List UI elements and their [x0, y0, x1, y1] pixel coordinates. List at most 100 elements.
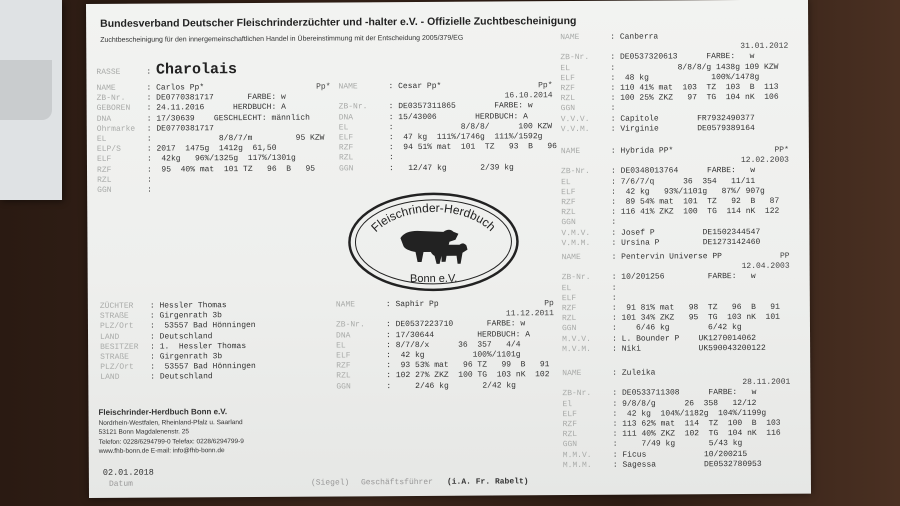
field-value: : 93 53% mat 96 TZ 99 B 91 [386, 360, 550, 371]
field-value: : 95 40% mat 101 TZ 96 B 95 [146, 164, 316, 175]
birth-date: 12.04.2003 [741, 261, 790, 272]
cattle-icon [400, 229, 468, 264]
background-paper-fold [0, 60, 52, 120]
field-label: El [562, 399, 573, 409]
field-label: PLZ/Ort [100, 362, 134, 373]
field-value: : DE0533711308 FARBE: w [612, 388, 757, 399]
sire-block: NAME: Cesar Pp* Pp* 16.10.2014 ZB-Nr.: DE03… [338, 81, 556, 174]
field-label: RZF [96, 165, 112, 175]
field-label: RZL [97, 175, 112, 185]
field-value: : Ficus 10/200215 [612, 449, 748, 460]
animal-name: : Carlos Pp* [146, 83, 205, 93]
field-value: : Girgenrath 3b [149, 311, 222, 321]
field-label: RZF [338, 143, 354, 153]
field-value: : [147, 185, 152, 195]
field-label: ELF [560, 73, 575, 83]
field-value: : 17/30644 HERDBUCH: A [386, 329, 531, 340]
field-value: : Sagessa DE0532780953 [612, 459, 762, 470]
birth-date: 31.01.2012 [740, 41, 789, 52]
field-label: RZL [561, 314, 577, 324]
herdbook-suffix: PP* [774, 145, 789, 155]
field-value: : 42 kg 93%/1101g 87%/ 907g [611, 186, 765, 197]
field-label: ELF [561, 187, 576, 197]
name-label: NAME [335, 300, 356, 310]
breeding-certificate: Bundesverband Deutscher Fleischrinderzüc… [86, 0, 812, 498]
field-label: Ohrmarke [96, 124, 136, 134]
field-label: GGN [562, 440, 578, 450]
data-row: GGN : 2/46 kg 2/42 kg [336, 381, 554, 393]
issuer-address: Fleischrinder-Herdbuch Bonn e.V. Nordrhe… [98, 407, 243, 456]
field-label: GGN [561, 218, 576, 228]
data-row: V.V.M. : Virginie DE0579389164 [561, 123, 789, 135]
field-value: : 2017 1475g 1412g 61,50 [146, 143, 277, 154]
herdbook-suffix: Pp [544, 299, 554, 309]
name-label: NAME [96, 83, 116, 93]
field-label: DNA [338, 112, 354, 123]
name-label: NAME [560, 146, 581, 157]
field-label: V.V.M. [560, 124, 590, 134]
field-label: V.M.V. [561, 228, 591, 238]
field-value: : 42 kg 104%/1182g 104%/1199g [612, 408, 767, 419]
stamp-bottom-text: Bonn e.V. [410, 273, 457, 285]
field-label: BESITZER [100, 342, 139, 352]
field-value: : DE0770381717 FARBE: w [146, 92, 286, 103]
field-label: V.M.M. [561, 238, 591, 248]
field-value: : [611, 218, 617, 228]
field-label: ZÜCHTER [99, 301, 134, 311]
breeder-owner-block: ZÜCHTER: Hessler Thomas STRAßE: Girgenrat… [100, 301, 326, 384]
field-value: : DE0770381717 [146, 123, 215, 134]
herdbook-stamp: Fleischrinder-Herdbuch Bonn e.V. [348, 192, 519, 292]
name-label: NAME [560, 32, 580, 43]
field-value: : [388, 153, 394, 163]
field-label: M.M.V. [562, 450, 592, 460]
field-label: GEBOREN [96, 104, 131, 114]
field-label: STRAßE [99, 311, 129, 322]
animal-name: : Canberra [610, 32, 659, 42]
field-value: : 111 40% ZKZ 102 TG 104 nK 116 [612, 428, 781, 439]
name-label: NAME [562, 368, 582, 379]
field-label: GGN [560, 104, 576, 114]
field-value: : Josef P DE1502344547 [611, 227, 761, 238]
field-value: : 2/46 kg 2/42 kg [386, 380, 516, 391]
field-value: : [611, 283, 617, 293]
data-row: LAND: Deutschland [100, 372, 326, 384]
field-label: GGN [336, 381, 351, 391]
issuer-line: Nordrhein-Westfalen, Rheinland-Pfalz u. … [98, 418, 243, 427]
data-row: V.M.M. : Ursina P DE1273142460 [561, 237, 789, 249]
dam-dam-block: NAME: Zuleika 28.11.2001 ZB-Nr.: DE0533711… [562, 368, 791, 471]
field-value: : 101 34% ZKZ 95 TG 103 nK 101 [611, 312, 780, 323]
field-value: : 10/201256 FARBE: w [611, 272, 756, 283]
field-value: : Capitole FR7932490377 [610, 113, 755, 124]
animal-name: : Saphir Pp [385, 299, 439, 310]
field-label: RZL [338, 153, 354, 163]
dam-sire-dam-block: NAME: Hybrida PP* PP* 12.02.2003 ZB-Nr.: DE… [561, 146, 790, 249]
field-label: M.M.M. [562, 460, 592, 470]
stamp-top-text: Fleischrinder-Herdbuch [368, 200, 498, 234]
field-value: : 12/47 kg 2/39 kg [388, 162, 514, 173]
field-value: : Virginie DE0579389164 [610, 123, 755, 134]
field-label: PLZ/Ort [99, 322, 134, 332]
field-value: : Deutschland [150, 372, 213, 382]
field-value: : 47 kg 111%/1746g 111%/1592g [388, 132, 543, 143]
field-label: RZL [336, 371, 351, 381]
field-value: : DE0357311865 FARBE: w [388, 101, 533, 112]
breed-label: RASSE [96, 67, 121, 77]
issuer-line: www.fhb-bonn.de E-mail: info@fhb-bonn.de [98, 447, 225, 455]
field-label: ELF [561, 293, 577, 303]
field-value: : 42 kg 100%/1101g [386, 350, 521, 361]
field-value: : Ursina P DE1273142460 [611, 237, 761, 248]
field-label: STRAßE [100, 352, 129, 362]
field-label: ELF [336, 351, 351, 361]
field-value: : 102 27% ZKZ 100 TG 103 nK 102 [386, 370, 550, 381]
field-value: : 91 81% mat 98 TZ 96 B 91 [611, 302, 780, 313]
name-label: NAME [338, 82, 358, 92]
field-value: : 94 51% mat 101 TZ 93 B 96 [388, 142, 557, 153]
field-label: ZB-Nr. [96, 93, 126, 104]
field-value: : 1. Hessler Thomas [150, 341, 247, 352]
field-value: : 100 25% ZKZ 97 TG 104 nK 106 [610, 92, 779, 103]
field-label: ZB-Nr. [338, 102, 368, 112]
seal-label: (Siegel) [310, 478, 350, 488]
field-label: ZB-Nr. [560, 53, 590, 63]
sire-dam-block: NAME: Canberra 31.01.2012 ZB-Nr.: DE053732… [560, 32, 789, 135]
signer-label: Geschäftsführer [360, 477, 433, 488]
